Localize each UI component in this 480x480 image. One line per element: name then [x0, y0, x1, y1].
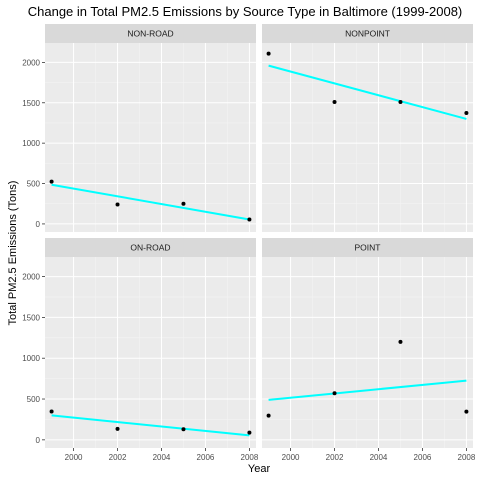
- data-point: [247, 430, 252, 435]
- data-point: [49, 179, 54, 184]
- data-point: [332, 99, 337, 104]
- x-tick-label: 2002: [109, 453, 127, 462]
- data-point: [115, 202, 120, 207]
- data-point: [115, 426, 120, 431]
- facet-strip: [45, 24, 256, 43]
- data-point: [266, 51, 271, 56]
- facet-point: POINT 2000 2002 2004 2006 2008: [262, 238, 476, 462]
- trend-line: [268, 379, 467, 401]
- panel-background: [45, 43, 256, 232]
- y-tick-label: 2000: [22, 273, 40, 282]
- data-point: [266, 413, 271, 418]
- data-point: [398, 99, 403, 104]
- facet-on-road: ON-ROAD 0 500 1000 1500 2000 2000 2002 2004 2006 2…: [22, 238, 259, 462]
- facet-panels: NON-ROAD 0 500 1000 1500 2000 NONPOINT ON-ROAD 0…: [22, 24, 476, 462]
- x-tick-label: 2004: [370, 453, 388, 462]
- y-tick-label: 0: [36, 436, 41, 445]
- y-axis-title: Total PM2.5 Emissions (Tons): [7, 181, 19, 326]
- panel-background: [262, 43, 473, 232]
- facet-strip-label: NONPOINT: [345, 29, 390, 39]
- facet-non-road: NON-ROAD 0 500 1000 1500 2000: [22, 24, 256, 232]
- y-tick-label: 1000: [22, 139, 40, 148]
- y-tick-label: 500: [27, 180, 41, 189]
- facet-strip: [262, 238, 473, 257]
- y-tick-label: 2000: [22, 58, 40, 67]
- y-tick-label: 1500: [22, 99, 40, 108]
- trend-line: [268, 64, 467, 120]
- y-tick-label: 1500: [22, 313, 40, 322]
- y-tick-label: 0: [36, 220, 41, 229]
- x-tick-label: 2000: [282, 453, 300, 462]
- facet-strip-label: ON-ROAD: [130, 243, 170, 253]
- y-tick-label: 500: [27, 395, 41, 404]
- trend-line: [51, 414, 250, 437]
- x-tick-label: 2002: [326, 453, 344, 462]
- facet-strip: [45, 238, 256, 257]
- x-tick-label: 2006: [197, 453, 215, 462]
- data-point: [464, 111, 469, 116]
- chart-title: Change in Total PM2.5 Emissions by Sourc…: [28, 4, 463, 19]
- panel-background: [262, 257, 473, 448]
- x-tick-label: 2000: [65, 453, 83, 462]
- data-point: [181, 427, 186, 432]
- trend-line: [51, 183, 250, 221]
- data-point: [181, 201, 186, 206]
- facet-nonpoint: NONPOINT: [262, 24, 473, 232]
- x-tick-label: 2008: [458, 453, 476, 462]
- data-point: [49, 409, 54, 414]
- panel-background: [45, 257, 256, 448]
- x-axis-title: Year: [248, 463, 271, 475]
- data-point: [247, 217, 252, 222]
- data-point: [464, 409, 469, 414]
- facet-strip-label: POINT: [355, 243, 381, 253]
- facet-strip-label: NON-ROAD: [127, 29, 173, 39]
- y-tick-label: 1000: [22, 354, 40, 363]
- x-tick-label: 2006: [414, 453, 432, 462]
- facet-strip: [262, 24, 473, 43]
- data-point: [332, 391, 337, 396]
- data-point: [398, 339, 403, 344]
- x-tick-label: 2004: [153, 453, 171, 462]
- x-tick-label: 2008: [241, 453, 259, 462]
